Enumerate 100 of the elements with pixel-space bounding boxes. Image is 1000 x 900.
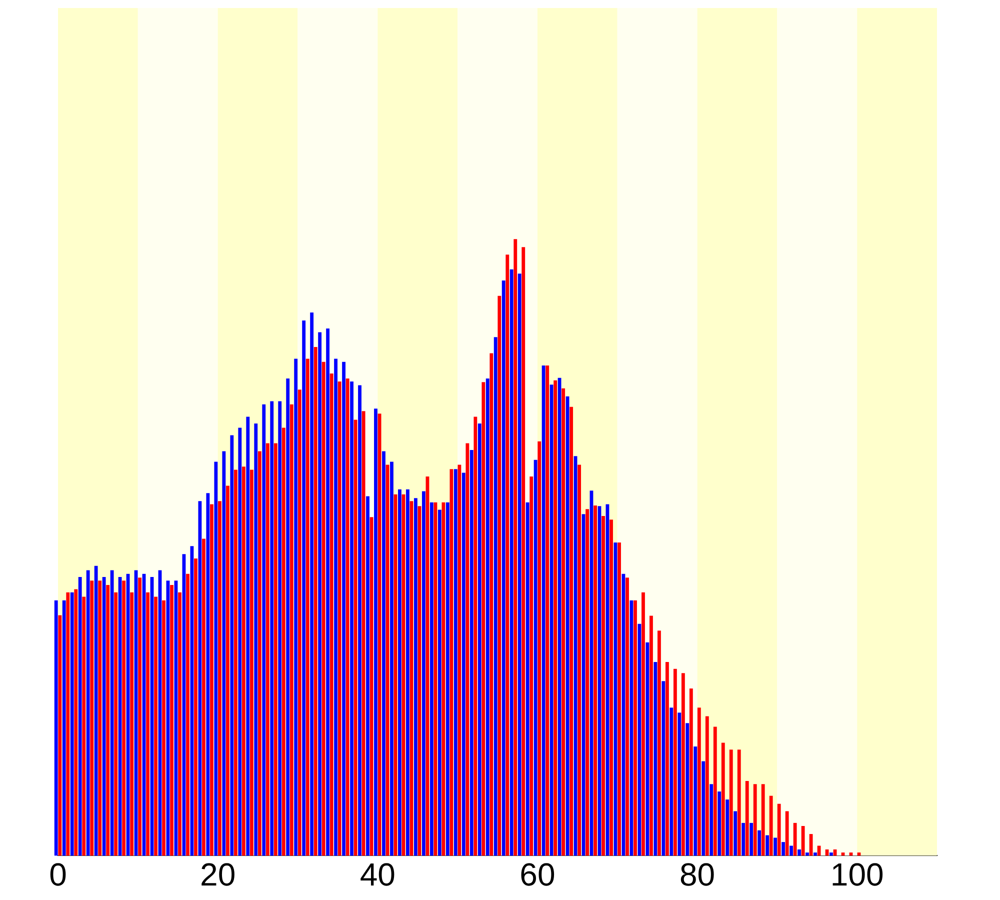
bar (202, 538, 206, 856)
bar (358, 385, 362, 856)
bar (798, 849, 801, 856)
bar (222, 451, 226, 856)
bar (694, 746, 698, 856)
bar (122, 580, 126, 856)
bar (462, 472, 466, 856)
bar (266, 443, 270, 856)
bar (414, 498, 418, 856)
bar (318, 332, 322, 856)
bar (454, 469, 458, 856)
bar (274, 443, 278, 856)
bar (450, 469, 454, 856)
bar (737, 750, 741, 856)
bar (662, 681, 666, 856)
bar (390, 462, 394, 856)
bar (194, 558, 198, 856)
bar (510, 269, 514, 856)
bar (830, 852, 833, 856)
bar (70, 592, 74, 856)
bar (622, 574, 626, 856)
bar (94, 566, 98, 856)
x-tick-label: 20 (200, 856, 236, 893)
bar (697, 708, 701, 856)
bar (642, 592, 645, 856)
bar (686, 723, 690, 856)
bar (102, 576, 106, 856)
bar (470, 450, 474, 856)
bar (438, 510, 442, 856)
x-tick-label: 60 (520, 856, 556, 893)
x-tick-label: 0 (49, 856, 67, 893)
bar (370, 517, 374, 856)
bar (506, 254, 510, 856)
bar (226, 486, 230, 856)
bar (785, 811, 789, 856)
bar (542, 366, 546, 856)
bar (638, 624, 642, 856)
bar (314, 347, 318, 856)
bar (602, 516, 605, 856)
bar (186, 574, 190, 856)
bar (753, 784, 757, 856)
bar (750, 822, 754, 856)
bar (362, 411, 366, 856)
bar (801, 826, 805, 856)
bar (290, 404, 294, 856)
bar (254, 423, 258, 856)
bar (238, 428, 242, 856)
bar (705, 716, 709, 856)
bar (382, 451, 386, 856)
bar (262, 404, 266, 856)
bar (346, 378, 350, 856)
bar (538, 441, 542, 856)
bar (486, 378, 490, 856)
bar (306, 358, 310, 856)
bar (745, 781, 749, 856)
bar (326, 328, 330, 856)
bar (466, 443, 470, 856)
bar (302, 320, 306, 856)
bar (546, 366, 550, 856)
bar (578, 464, 582, 856)
bar (646, 642, 650, 856)
x-tick-label: 40 (360, 856, 396, 893)
bar (138, 578, 142, 856)
bar (809, 834, 813, 856)
bar (246, 416, 250, 856)
bar (478, 423, 482, 856)
bar (398, 489, 402, 856)
bar (230, 435, 234, 856)
bar (494, 337, 498, 856)
bar (806, 852, 809, 856)
bar (570, 406, 574, 856)
bar (250, 470, 254, 856)
bar (734, 811, 738, 856)
bar (154, 596, 158, 856)
bar (654, 662, 658, 856)
bar (689, 688, 693, 856)
bar (490, 353, 494, 856)
bar (234, 470, 238, 856)
bar (526, 502, 530, 856)
bar (761, 784, 765, 856)
bar (774, 838, 777, 856)
bar (742, 822, 746, 856)
bar (406, 489, 410, 856)
bar (718, 791, 722, 856)
bar (74, 589, 78, 856)
bar (374, 408, 378, 856)
bar (206, 493, 210, 856)
bar (594, 505, 597, 856)
bar (458, 464, 462, 856)
bar (681, 673, 685, 856)
bar (334, 358, 338, 856)
bar (114, 592, 118, 856)
bar (650, 616, 653, 856)
bar (162, 600, 166, 856)
bar (670, 708, 674, 856)
bar (766, 835, 769, 856)
bar (342, 362, 346, 856)
bar (270, 401, 274, 856)
bar (82, 596, 86, 856)
bar (721, 742, 725, 856)
